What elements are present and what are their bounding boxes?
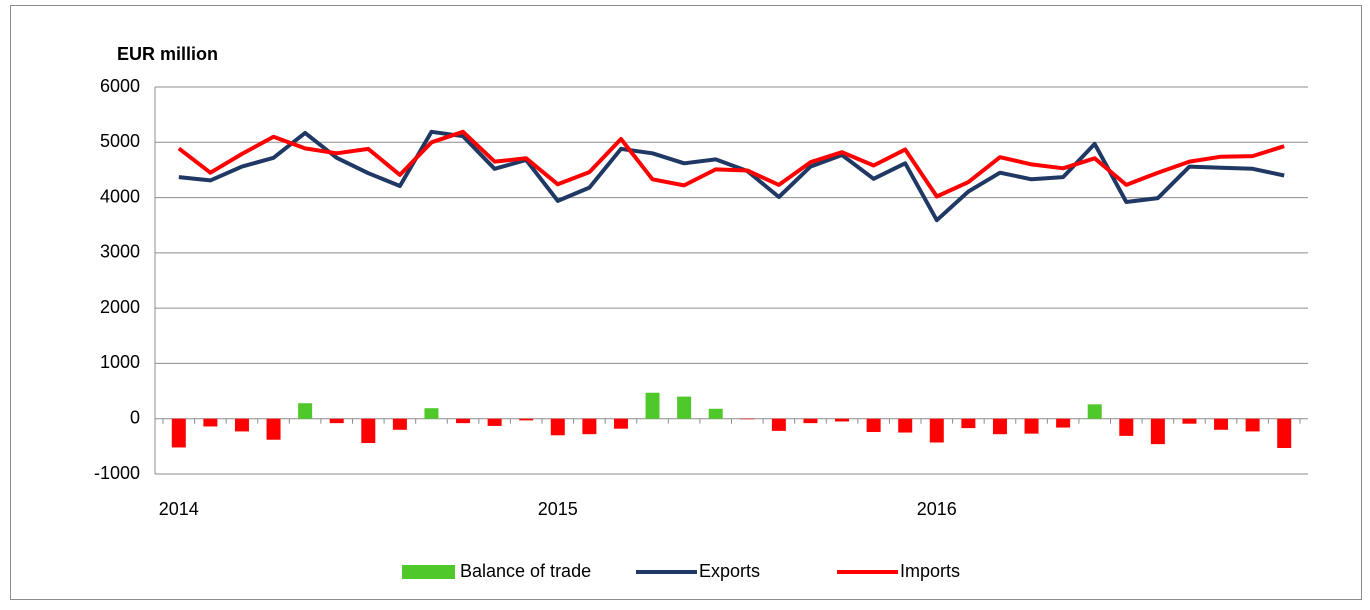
y-tick-label: 5000 bbox=[100, 131, 140, 151]
bar bbox=[771, 418, 786, 431]
legend-label: Imports bbox=[900, 561, 960, 581]
y-tick-label: 6000 bbox=[100, 76, 140, 96]
bar bbox=[740, 418, 755, 420]
y-tick-label: 4000 bbox=[100, 186, 140, 206]
bar bbox=[835, 418, 850, 422]
legend-label: Exports bbox=[699, 561, 760, 581]
bar bbox=[1214, 418, 1229, 430]
bar bbox=[1182, 418, 1197, 424]
bar bbox=[329, 418, 344, 424]
x-tick-label: 2014 bbox=[159, 499, 199, 519]
y-tick-label: 2000 bbox=[100, 297, 140, 317]
legend-label: Balance of trade bbox=[460, 561, 591, 581]
y-tick-label: 1000 bbox=[100, 352, 140, 372]
bar bbox=[171, 418, 186, 448]
bar bbox=[392, 418, 407, 430]
bar bbox=[929, 418, 944, 443]
bar bbox=[645, 392, 660, 419]
bar bbox=[961, 418, 976, 429]
bar bbox=[234, 418, 249, 432]
bar bbox=[708, 408, 723, 419]
bar bbox=[487, 418, 502, 426]
bar bbox=[298, 403, 313, 419]
line bbox=[178, 129, 1285, 223]
chart-title: EUR million bbox=[117, 44, 218, 64]
bar bbox=[456, 418, 471, 424]
bar bbox=[898, 418, 913, 433]
bar bbox=[582, 418, 597, 435]
legend-swatch bbox=[402, 565, 455, 579]
bar bbox=[677, 396, 692, 419]
bar bbox=[550, 418, 565, 436]
y-tick-label: -1000 bbox=[94, 463, 140, 483]
bar bbox=[1150, 418, 1165, 445]
bar bbox=[519, 418, 534, 421]
bar bbox=[424, 408, 439, 419]
bar bbox=[1277, 418, 1292, 449]
bar bbox=[803, 418, 818, 424]
x-tick-label: 2016 bbox=[917, 499, 957, 519]
bar bbox=[361, 418, 376, 444]
bar bbox=[266, 418, 281, 440]
bar bbox=[613, 418, 628, 429]
bar bbox=[866, 418, 881, 432]
bar bbox=[1024, 418, 1039, 434]
bar bbox=[1087, 404, 1102, 419]
bar bbox=[1056, 418, 1071, 428]
bar bbox=[992, 418, 1007, 435]
bar bbox=[1245, 418, 1260, 432]
y-tick-label: 0 bbox=[130, 407, 140, 427]
chart-frame bbox=[10, 5, 1362, 600]
line bbox=[177, 129, 1285, 199]
y-tick-label: 3000 bbox=[100, 242, 140, 262]
bar bbox=[1119, 418, 1134, 436]
bar bbox=[203, 418, 218, 427]
x-tick-label: 2015 bbox=[538, 499, 578, 519]
